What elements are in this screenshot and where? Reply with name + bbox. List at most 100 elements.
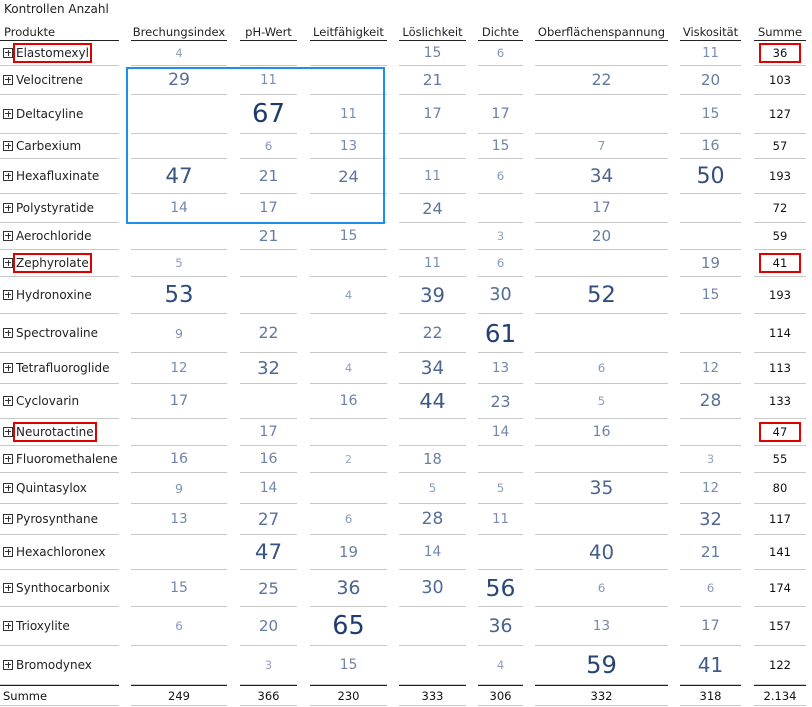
value-cell[interactable]: 4 [131,41,227,66]
value-cell[interactable] [310,314,387,353]
value-cell[interactable]: 17 [535,194,668,223]
value-cell[interactable]: 21 [680,535,741,570]
value-cell[interactable]: 15 [680,277,741,314]
value-cell[interactable] [535,504,668,535]
value-cell[interactable]: 27 [240,504,297,535]
value-cell[interactable]: 21 [240,159,297,194]
value-cell[interactable] [310,66,387,95]
value-cell[interactable]: 11 [399,250,466,277]
value-cell[interactable]: 21 [240,223,297,250]
value-cell[interactable]: 11 [478,504,523,535]
value-cell[interactable] [131,535,227,570]
value-cell[interactable]: 13 [478,353,523,384]
value-cell[interactable]: 16 [310,384,387,419]
value-cell[interactable]: 25 [240,570,297,607]
value-cell[interactable]: 28 [399,504,466,535]
row-header[interactable]: Elastomexyl [0,41,119,66]
row-header[interactable]: Deltacyline [0,95,119,134]
value-cell[interactable] [680,314,741,353]
plus-box-icon[interactable] [3,582,13,593]
row-header[interactable]: Spectrovaline [0,314,119,353]
value-cell[interactable]: 7 [535,134,668,159]
row-header[interactable]: Aerochloride [0,223,119,250]
row-header[interactable]: Pyrosynthane [0,504,119,535]
value-cell[interactable]: 13 [535,607,668,646]
value-cell[interactable]: 11 [680,41,741,66]
value-cell[interactable]: 22 [240,314,297,353]
value-cell[interactable]: 39 [399,277,466,314]
value-cell[interactable]: 11 [240,66,297,95]
value-cell[interactable] [680,194,741,223]
value-cell[interactable] [535,314,668,353]
value-cell[interactable] [399,646,466,685]
value-cell[interactable]: 3 [680,446,741,473]
value-cell[interactable] [478,535,523,570]
column-header-dichte[interactable]: Dichte [478,18,523,41]
value-cell[interactable]: 15 [680,95,741,134]
value-cell[interactable]: 16 [535,419,668,446]
value-cell[interactable]: 19 [680,250,741,277]
column-header-ph-wert[interactable]: pH-Wert [240,18,297,41]
value-cell[interactable]: 6 [535,570,668,607]
value-cell[interactable] [310,473,387,504]
value-cell[interactable]: 19 [310,535,387,570]
plus-box-icon[interactable] [3,170,13,181]
plus-box-icon[interactable] [3,513,13,524]
value-cell[interactable]: 6 [680,570,741,607]
row-header[interactable]: Polystyratide [0,194,119,223]
plus-box-icon[interactable] [3,546,13,557]
value-cell[interactable]: 44 [399,384,466,419]
plus-box-icon[interactable] [3,289,13,300]
plus-box-icon[interactable] [3,202,13,213]
value-cell[interactable]: 30 [399,570,466,607]
plus-box-icon[interactable] [3,108,13,119]
value-cell[interactable]: 17 [131,384,227,419]
row-header[interactable]: Hexafluxinate [0,159,119,194]
value-cell[interactable]: 17 [399,95,466,134]
row-header[interactable]: Synthocarbonix [0,570,119,607]
value-cell[interactable] [478,194,523,223]
value-cell[interactable]: 9 [131,473,227,504]
value-cell[interactable]: 3 [240,646,297,685]
value-cell[interactable]: 6 [478,250,523,277]
value-cell[interactable]: 20 [535,223,668,250]
value-cell[interactable]: 12 [131,353,227,384]
value-cell[interactable]: 15 [310,646,387,685]
value-cell[interactable] [478,66,523,95]
value-cell[interactable]: 14 [399,535,466,570]
value-cell[interactable]: 4 [310,277,387,314]
value-cell[interactable] [240,41,297,66]
row-header[interactable]: Cyclovarin [0,384,119,419]
plus-box-icon[interactable] [3,257,13,268]
plus-box-icon[interactable] [3,395,13,406]
row-header[interactable]: Tetrafluoroglide [0,353,119,384]
value-cell[interactable]: 50 [680,159,741,194]
value-cell[interactable] [399,607,466,646]
value-cell[interactable] [240,250,297,277]
value-cell[interactable] [535,95,668,134]
column-header-produkte[interactable]: Produkte [0,18,119,41]
value-cell[interactable]: 34 [535,159,668,194]
value-cell[interactable]: 14 [240,473,297,504]
plus-box-icon[interactable] [3,47,13,58]
column-header-viskosität[interactable]: Viskosität [680,18,741,41]
column-header-löslichkeit[interactable]: Löslichkeit [399,18,466,41]
plus-box-icon[interactable] [3,74,13,85]
value-cell[interactable]: 5 [535,384,668,419]
plus-box-icon[interactable] [3,620,13,631]
row-header[interactable]: Carbexium [0,134,119,159]
value-cell[interactable]: 16 [680,134,741,159]
column-header-leitfähigkeit[interactable]: Leitfähigkeit [310,18,387,41]
value-cell[interactable]: 2 [310,446,387,473]
value-cell[interactable]: 6 [240,134,297,159]
value-cell[interactable]: 17 [478,95,523,134]
value-cell[interactable] [399,134,466,159]
row-header[interactable]: Trioxylite [0,607,119,646]
value-cell[interactable]: 24 [399,194,466,223]
value-cell[interactable]: 53 [131,277,227,314]
value-cell[interactable]: 5 [399,473,466,504]
value-cell[interactable] [131,134,227,159]
value-cell[interactable]: 34 [399,353,466,384]
value-cell[interactable]: 20 [240,607,297,646]
plus-box-icon[interactable] [3,362,13,373]
